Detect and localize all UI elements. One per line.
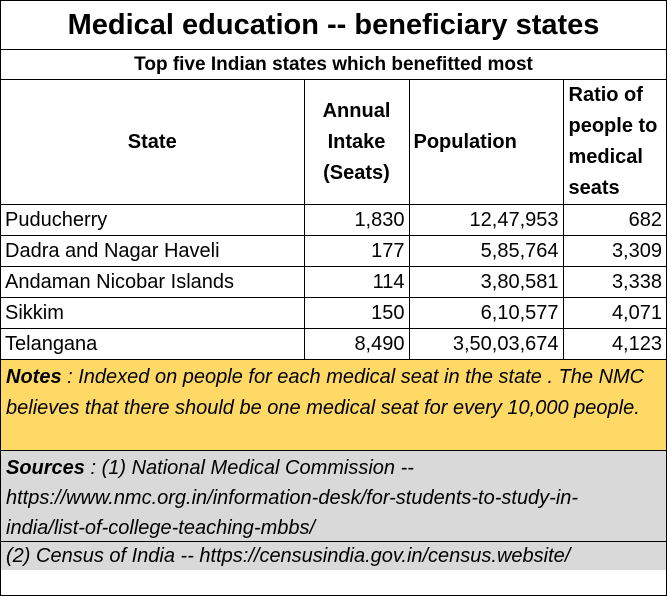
notes-box: Notes : Indexed on people for each medic… — [1, 360, 666, 451]
cell-state: Puducherry — [1, 204, 305, 236]
cell-population: 3,50,03,674 — [408, 328, 564, 360]
cell-intake: 114 — [303, 266, 410, 298]
notes-label: Notes — [6, 366, 62, 388]
cell-population: 6,10,577 — [408, 297, 564, 329]
cell-population: 12,47,953 — [408, 204, 564, 236]
cell-intake: 177 — [303, 235, 410, 267]
cell-state: Telangana — [1, 328, 305, 360]
cell-intake: 150 — [303, 297, 410, 329]
sources-box: Sources : (1) National Medical Commissio… — [1, 451, 666, 542]
cell-ratio: 4,071 — [562, 297, 666, 329]
cell-ratio: 4,123 — [562, 328, 666, 360]
sources-nmc-url-2: india/list-of-college-teaching-mbbs/ — [6, 517, 316, 539]
page-title: Medical education -- beneficiary states — [1, 1, 666, 50]
data-table: State Annual Intake (Seats) Population R… — [1, 80, 666, 360]
cell-intake: 8,490 — [303, 328, 410, 360]
sources-nmc: : (1) National Medical Commission -- — [84, 457, 414, 479]
cell-intake: 1,830 — [303, 204, 410, 236]
cell-state: Sikkim — [1, 297, 305, 329]
cell-population: 5,85,764 — [408, 235, 564, 267]
sources-label: Sources — [6, 457, 85, 479]
notes-text: : Indexed on people for each medical sea… — [6, 366, 645, 419]
header-state: State — [1, 80, 305, 205]
sources-nmc-url-1: https://www.nmc.org.in/information-desk/… — [6, 487, 579, 509]
table-row: Dadra and Nagar Haveli 177 5,85,764 3,30… — [1, 235, 666, 267]
cell-state: Dadra and Nagar Haveli — [1, 235, 305, 267]
sources-census: (2) Census of India -- https://censusind… — [1, 542, 666, 570]
cell-state: Andaman Nicobar Islands — [1, 266, 305, 298]
header-population: Population — [408, 80, 564, 205]
table-row: Puducherry 1,830 12,47,953 682 — [1, 204, 666, 236]
table-row: Sikkim 150 6,10,577 4,071 — [1, 297, 666, 329]
table-row: Andaman Nicobar Islands 114 3,80,581 3,3… — [1, 266, 666, 298]
header-ratio: Ratio of people to medical seats — [562, 80, 666, 205]
header-row: State Annual Intake (Seats) Population R… — [1, 80, 666, 205]
cell-ratio: 3,338 — [562, 266, 666, 298]
cell-population: 3,80,581 — [408, 266, 564, 298]
sources-line-1: Sources : (1) National Medical Commissio… — [6, 453, 661, 483]
header-annual-intake: Annual Intake (Seats) — [303, 80, 410, 205]
table-row: Telangana 8,490 3,50,03,674 4,123 — [1, 328, 666, 360]
cell-ratio: 3,309 — [562, 235, 666, 267]
page-subtitle: Top five Indian states which benefitted … — [1, 50, 666, 80]
cell-ratio: 682 — [562, 204, 666, 236]
